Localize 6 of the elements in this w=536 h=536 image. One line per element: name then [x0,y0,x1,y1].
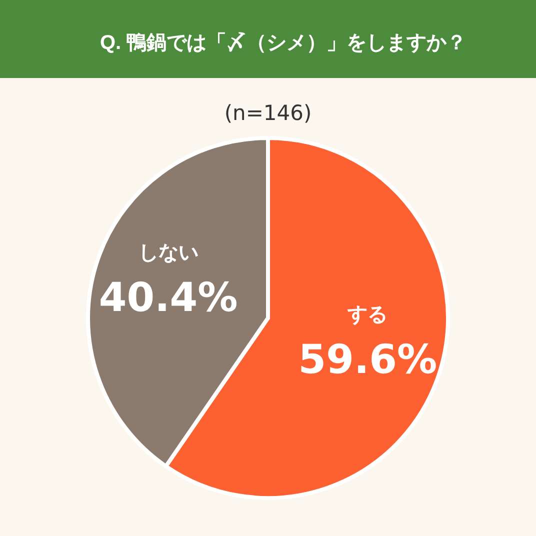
chart-subtitle: (n=146) [224,101,312,125]
slice-label: しない [138,242,198,264]
data-label: 59.6% [298,337,438,384]
chart-title: Q. 鴨鍋では「〆（シメ）」をしますか？ [100,32,467,54]
data-label: 40.4% [98,274,238,321]
slice-label: する [346,304,388,326]
